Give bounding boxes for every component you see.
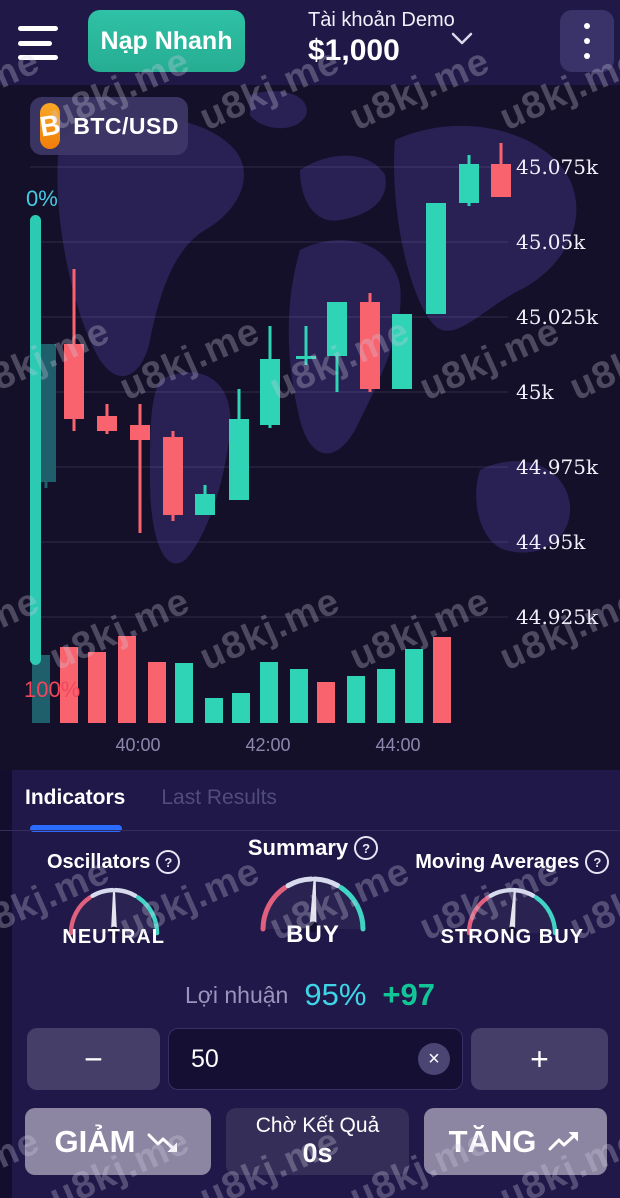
svg-text:45.025k: 45.025k xyxy=(516,305,599,329)
svg-text:0%: 0% xyxy=(26,186,58,211)
pending-result-box: Chờ Kết Quả 0s xyxy=(226,1108,409,1175)
svg-text:44.95k: 44.95k xyxy=(516,530,586,554)
chart-area: 45.075k 45.05k 45.025k 45k 44.975k 44.95k 44.9… xyxy=(0,85,620,770)
deposit-button[interactable]: Nạp Nhanh xyxy=(88,10,245,72)
price-chart[interactable]: 45.075k 45.05k 45.025k 45k 44.975k 44.95k 44.9… xyxy=(0,85,620,770)
gauge-summary-label: Summary xyxy=(247,835,349,860)
svg-text:45.05k: 45.05k xyxy=(516,230,586,254)
help-icon[interactable]: ? xyxy=(354,836,379,860)
tab-bar: Indicators Last Results xyxy=(0,770,620,836)
clear-amount-button[interactable]: × xyxy=(418,1043,450,1075)
sell-down-label: GIẢM xyxy=(54,1123,136,1159)
active-tab-underline xyxy=(30,825,122,832)
svg-text:42:00: 42:00 xyxy=(245,735,290,755)
amount-row: − × + xyxy=(27,1028,608,1090)
svg-text:44:00: 44:00 xyxy=(375,735,420,755)
action-row: GIẢM Chờ Kết Quả 0s TĂNG xyxy=(25,1108,608,1175)
buy-up-button[interactable]: TĂNG xyxy=(424,1108,607,1175)
account-type-label: Tài khoản Demo xyxy=(308,9,455,31)
decrease-amount-button[interactable]: − xyxy=(27,1028,160,1090)
tab-divider xyxy=(0,830,620,831)
gauge-summary-result: BUY xyxy=(286,921,340,948)
tab-indicators[interactable]: Indicators xyxy=(25,786,126,809)
svg-text:45.075k: 45.075k xyxy=(516,155,599,179)
trend-down-icon xyxy=(147,1133,178,1152)
symbol-selector[interactable]: B BTC/USD xyxy=(30,97,188,155)
gauge-moving-averages-label: Moving Averages xyxy=(415,850,580,873)
more-options-button[interactable] xyxy=(560,10,614,72)
gauge-summary-dial xyxy=(260,876,366,933)
tab-last-results[interactable]: Last Results xyxy=(161,786,277,809)
gauge-oscillators: Oscillators ? NEUTRAL xyxy=(14,850,213,964)
amount-input-wrap: × xyxy=(168,1028,463,1090)
gauge-needle xyxy=(108,891,119,937)
trend-up-icon xyxy=(548,1131,579,1150)
sell-down-button[interactable]: GIẢM xyxy=(25,1108,211,1175)
profit-delta: +97 xyxy=(382,977,435,1012)
svg-text:40:00: 40:00 xyxy=(115,735,160,755)
profit-row: Lợi nhuận 95% +97 xyxy=(0,974,620,1016)
pending-result-label: Chờ Kết Quả xyxy=(255,1113,380,1137)
pending-result-time: 0s xyxy=(302,1138,333,1169)
chevron-down-icon[interactable] xyxy=(450,30,474,46)
gauge-summary: Summary ? BUY xyxy=(213,835,412,949)
gauge-moving-averages-dial xyxy=(467,887,558,937)
top-bar: Nạp Nhanh Tài khoản Demo $1,000 xyxy=(0,0,620,85)
world-map-background xyxy=(57,91,577,564)
amount-input[interactable] xyxy=(169,1029,462,1089)
gauge-oscillators-label: Oscillators xyxy=(46,850,151,873)
help-icon[interactable]: ? xyxy=(156,850,181,874)
increase-amount-button[interactable]: + xyxy=(471,1028,608,1090)
gauge-oscillators-dial xyxy=(68,887,159,937)
profit-label: Lợi nhuận xyxy=(185,981,289,1008)
gauge-oscillators-result: NEUTRAL xyxy=(62,926,165,948)
gauge-needle xyxy=(507,891,518,937)
bitcoin-icon: B xyxy=(38,103,62,149)
svg-text:100%: 100% xyxy=(24,677,80,702)
gauge-needle xyxy=(307,880,319,933)
svg-text:44.975k: 44.975k xyxy=(516,455,599,479)
gauge-moving-averages-result: STRONG BUY xyxy=(440,926,584,948)
gauge-moving-averages: Moving Averages ? STRONG BUY xyxy=(413,850,612,964)
help-icon[interactable]: ? xyxy=(585,850,610,874)
buy-up-label: TĂNG xyxy=(448,1123,537,1159)
profit-percent: 95% xyxy=(304,977,367,1012)
account-balance: $1,000 xyxy=(308,34,400,67)
symbol-label: BTC/USD xyxy=(73,112,179,139)
menu-icon[interactable] xyxy=(18,26,58,60)
svg-text:44.925k: 44.925k xyxy=(516,605,599,629)
gauges-row: Oscillators ? NEUTRAL Summary ? xyxy=(0,835,620,964)
account-switcher[interactable]: Tài khoản Demo $1,000 xyxy=(308,9,455,68)
bottom-panel: Indicators Last Results Oscillators ? xyxy=(0,770,620,1198)
svg-text:45k: 45k xyxy=(516,380,554,404)
